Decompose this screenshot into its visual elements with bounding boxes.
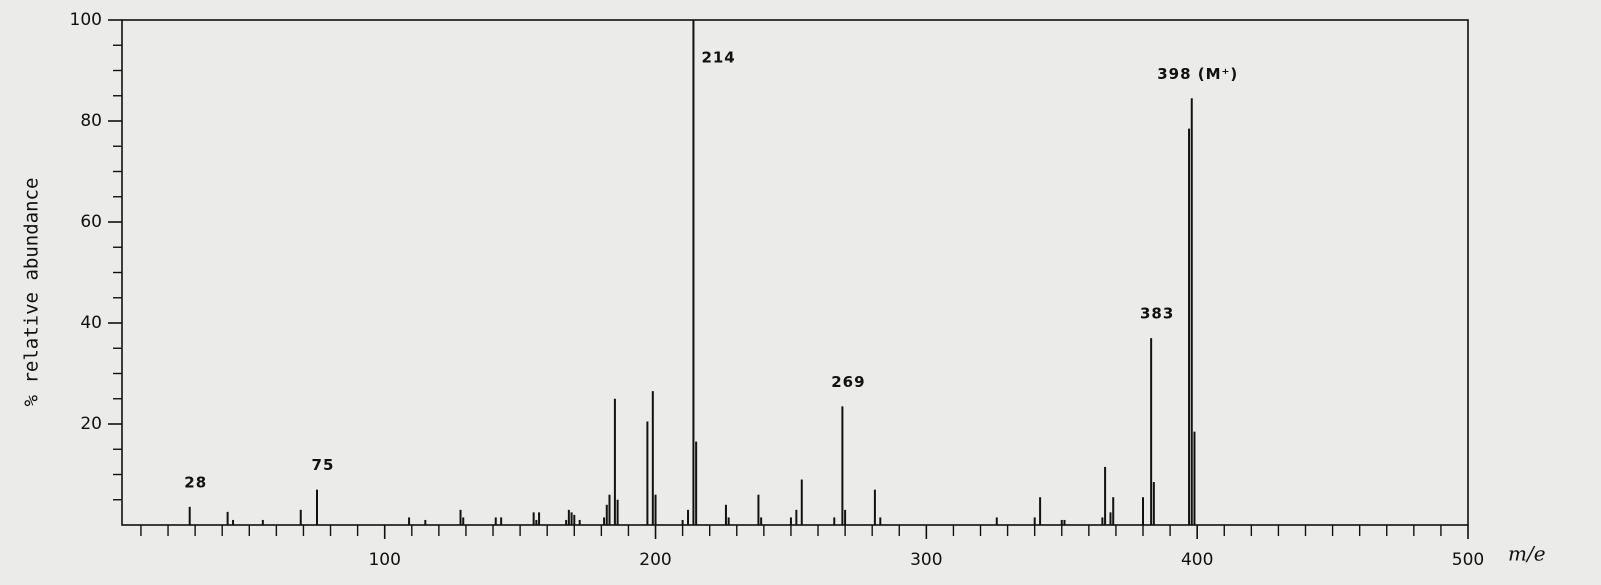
x-axis-title: m/e — [1508, 542, 1546, 566]
x-tick-label: 200 — [639, 550, 671, 570]
plot-frame — [122, 20, 1468, 525]
peak-label: 383 — [1140, 305, 1174, 323]
peak-label: 269 — [831, 373, 865, 391]
peak-label: 75 — [312, 456, 335, 474]
y-axis-title: % relative abundance — [21, 178, 43, 407]
chart: % relative abundance m/e 20 40 60 80 100 100 2… — [0, 0, 1601, 585]
x-tick-label: 500 — [1452, 550, 1484, 570]
x-tick-label: 400 — [1181, 550, 1213, 570]
y-tick-label: 40 — [80, 313, 102, 333]
x-tick-label: 100 — [368, 550, 400, 570]
x-tick-label: 300 — [910, 550, 942, 570]
y-tick-label: 20 — [80, 414, 102, 434]
y-tick-label: 100 — [70, 10, 102, 30]
peak-label: 28 — [184, 473, 207, 491]
y-tick-label: 60 — [80, 212, 102, 232]
peak-label: 398 (M⁺) — [1157, 65, 1238, 83]
peak-label: 214 — [701, 49, 735, 67]
y-tick-label: 80 — [80, 111, 102, 131]
